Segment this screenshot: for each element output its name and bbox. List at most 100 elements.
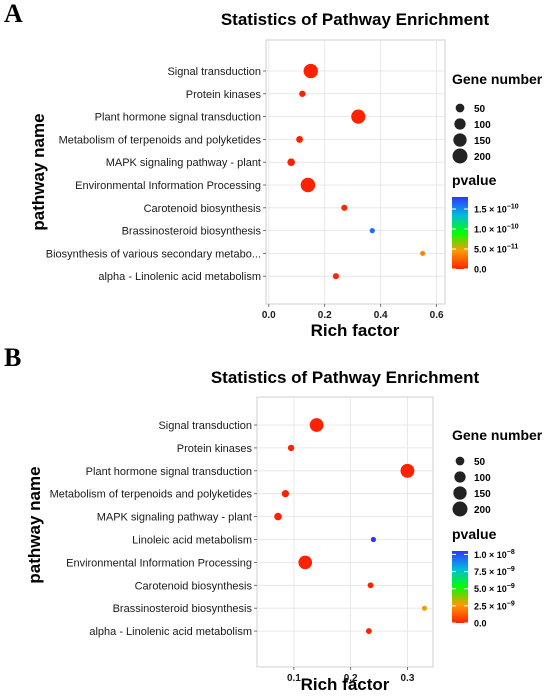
plot-area-b [256,396,434,668]
category-label-brassinosteroid-biosynthesis: Brassinosteroid biosynthesis [122,226,262,238]
y-axis-title-b: pathway name [25,466,44,583]
point-carotenoid-biosynthesis [341,204,348,211]
color-legend-label: 5.0 × 10−9 [474,583,515,594]
chart-title-b: Statistics of Pathway Enrichment [211,368,480,387]
point-biosynthesis-of-various-secondary-metabo [420,250,426,256]
x-tick-label: 0.3 [400,673,414,684]
color-bar-a [452,197,468,269]
size-legend-dot-100 [454,471,466,483]
size-legend-dot-150 [453,133,467,147]
x-ticks-a: 0.0 0.2 0.4 0.6 [262,304,444,321]
x-axis-title-b: Rich factor [301,675,390,694]
category-label-biosynthesis-of-various-secondary-metabo: Biosynthesis of various secondary metabo… [46,248,261,260]
color-legend-mantissa: 5.0 × 10 [474,245,507,255]
panel-a: A Statistics of Pathway Enrichment pathw… [4,0,543,340]
point-mapk-signaling-pathway-plant [274,512,282,521]
category-label-signal-transduction: Signal transduction [167,66,261,78]
category-label-plant-hormone-signal-transduction: Plant hormone signal transduction [95,112,261,124]
x-tick-label: 0.1 [287,673,301,684]
category-label-metabolism-of-terpenoids-and-polyketides: Metabolism of terpenoids and polyketides [59,134,262,146]
size-legend-label-150: 150 [474,489,491,500]
size-legend-dot-50 [455,103,465,113]
category-label-protein-kinases: Protein kinases [177,443,253,455]
color-legend-label: 1.0 × 10−8 [474,549,515,560]
chart-title-a: Statistics of Pathway Enrichment [221,10,490,29]
point-plant-hormone-signal-transduction [400,463,415,478]
point-environmental-information-processing [298,555,313,570]
size-legend-dot-200 [452,501,468,517]
color-legend-title-b: pvalue [452,526,497,542]
category-label-carotenoid-biosynthesis: Carotenoid biosynthesis [135,580,253,592]
point-signal-transduction [303,63,318,79]
color-legend-mantissa: 0.0 [474,619,487,629]
panel-b: B Statistics of Pathway Enrichment pathw… [4,343,543,694]
size-legend-label-100: 100 [474,473,491,484]
size-legend-label-50: 50 [474,457,486,468]
color-legend-exponent: −11 [507,244,519,251]
color-legend-exponent: −10 [507,224,519,231]
category-labels-b: Signal transduction Protein kinases Plant … [50,420,257,638]
category-label-carotenoid-biosynthesis: Carotenoid biosynthesis [144,203,262,215]
size-legend-b: 50 100 150 200 [452,456,491,517]
point-brassinosteroid-biosynthesis [369,227,375,234]
color-legend-mantissa: 0.0 [474,265,487,275]
color-legend-title-a: pvalue [452,172,497,188]
color-legend-mantissa: 2.5 × 10 [474,601,507,611]
color-legend-label: 2.5 × 10−9 [474,600,515,611]
size-legend-label-100: 100 [474,120,491,131]
x-tick-label: 0.0 [262,310,276,321]
plot-area-a [265,39,446,305]
color-legend-label: 1.5 × 10−10 [474,204,519,215]
size-legend-title-a: Gene number [452,71,543,87]
x-ticks-b: 0.1 0.2 0.3 [287,667,415,684]
color-legend-ticks-b: 1.0 × 10−87.5 × 10−95.0 × 10−92.5 × 10−9… [452,549,515,629]
panel-letter-a: A [4,0,23,28]
color-legend-label: 5.0 × 10−11 [474,244,518,255]
category-label-mapk-signaling-pathway-plant: MAPK signaling pathway - plant [97,512,252,524]
x-tick-label: 0.6 [430,310,444,321]
size-legend-label-50: 50 [474,104,486,115]
size-legend-label-200: 200 [474,505,491,516]
category-label-alpha-linolenic-acid-metabolism: alpha - Linolenic acid metabolism [89,626,252,638]
category-label-environmental-information-processing: Environmental Information Processing [75,180,261,192]
point-environmental-information-processing [300,177,316,193]
point-signal-transduction [309,418,324,432]
point-linoleic-acid-metabolism [370,536,376,543]
size-legend-dot-150 [453,486,467,500]
color-legend-exponent: −9 [507,600,515,607]
color-legend-exponent: −8 [507,549,515,556]
color-bar-b [452,551,468,623]
point-metabolism-of-terpenoids-and-polyketides [296,135,303,143]
point-metabolism-of-terpenoids-and-polyketides [281,490,290,498]
point-plant-hormone-signal-transduction [351,109,366,124]
point-alpha-linolenic-acid-metabolism [365,628,372,635]
category-label-mapk-signaling-pathway-plant: MAPK signaling pathway - plant [106,157,261,169]
size-legend-dot-200 [452,148,468,164]
x-tick-label: 0.4 [374,310,388,321]
grid-b [257,397,433,667]
size-legend-a: 50 100 150 200 [452,103,491,164]
color-legend-exponent: −9 [507,566,515,573]
color-legend-mantissa: 7.5 × 10 [474,567,507,577]
category-label-linoleic-acid-metabolism: Linoleic acid metabolism [132,535,252,547]
point-protein-kinases [287,444,295,452]
color-legend-mantissa: 5.0 × 10 [474,584,507,594]
color-legend-mantissa: 1.0 × 10 [474,550,507,560]
category-label-plant-hormone-signal-transduction: Plant hormone signal transduction [86,466,252,478]
point-protein-kinases [299,90,306,97]
size-legend-dot-100 [454,118,466,130]
category-label-brassinosteroid-biosynthesis: Brassinosteroid biosynthesis [113,603,253,615]
size-legend-label-200: 200 [474,152,491,163]
color-legend-ticks-a: 1.5 × 10−10 1.0 × 10−10 5.0 × 10−11 0.0 [452,204,519,275]
color-legend-label: 0.0 [474,265,487,275]
color-legend-label: 0.0 [474,619,487,629]
points-a [287,63,426,280]
size-legend-dot-50 [455,456,465,466]
color-legend-exponent: −9 [507,583,515,590]
color-legend-mantissa: 1.0 × 10 [474,225,507,235]
color-legend-label: 7.5 × 10−9 [474,566,515,577]
panel-letter-b: B [4,343,21,372]
category-label-protein-kinases: Protein kinases [186,89,262,101]
point-mapk-signaling-pathway-plant [287,158,296,167]
size-legend-label-150: 150 [474,136,491,147]
